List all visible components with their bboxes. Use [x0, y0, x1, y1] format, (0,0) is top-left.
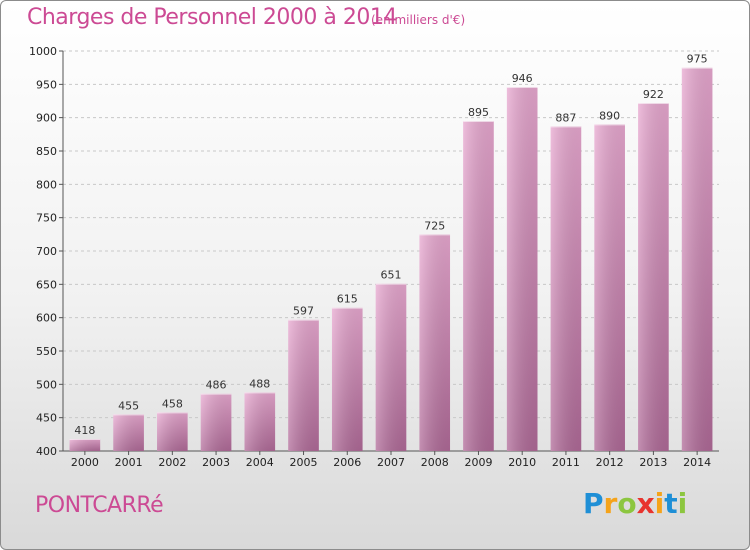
y-tick-label: 800: [36, 178, 57, 191]
data-label: 597: [293, 305, 314, 318]
y-tick-label: 600: [36, 312, 57, 325]
x-tick-label: 2013: [639, 456, 667, 469]
data-label: 975: [687, 53, 708, 66]
x-tick-label: 2001: [115, 456, 143, 469]
bar-shade: [288, 319, 319, 451]
y-tick-label: 450: [36, 412, 57, 425]
x-tick-label: 2000: [71, 456, 99, 469]
bar-shade: [200, 393, 232, 451]
data-label: 922: [643, 88, 664, 101]
x-tick-label: 2003: [202, 456, 230, 469]
y-tick-label: 1000: [29, 45, 57, 58]
x-tick-label: 2006: [333, 456, 361, 469]
data-label: 725: [424, 219, 445, 232]
data-label: 458: [162, 397, 183, 410]
chart-title: Charges de Personnel 2000 à 2014: [27, 5, 397, 30]
y-tick-label: 550: [36, 345, 57, 358]
bar-shade: [113, 414, 144, 451]
x-tick-label: 2008: [421, 456, 449, 469]
x-tick-label: 2012: [596, 456, 624, 469]
y-tick-label: 850: [36, 145, 57, 158]
logo-letter: t: [664, 487, 678, 520]
bar-shade: [681, 67, 713, 452]
y-tick-label: 400: [36, 445, 57, 458]
data-label: 455: [118, 399, 139, 412]
data-label: 615: [337, 293, 358, 306]
logo-letter: P: [583, 487, 604, 520]
bar-shade: [244, 392, 276, 451]
y-tick-label: 500: [36, 378, 57, 391]
bar-shade: [419, 234, 451, 451]
data-label: 488: [249, 377, 270, 390]
y-tick-label: 900: [36, 112, 57, 125]
chart-subtitle: (en milliers d'€): [371, 13, 466, 27]
bar-shade: [157, 412, 188, 451]
data-label: 651: [381, 269, 402, 282]
bar-shade: [550, 126, 582, 451]
y-tick-label: 650: [36, 278, 57, 291]
logo-letter: r: [603, 487, 618, 520]
logo-letter: i: [677, 487, 688, 520]
logo-letter: o: [617, 487, 637, 520]
x-tick-label: 2011: [552, 456, 580, 469]
commune-name: PONTCARRé: [35, 493, 164, 518]
bar-shade: [638, 103, 669, 451]
x-tick-label: 2002: [158, 456, 186, 469]
bar-shade: [331, 307, 363, 451]
logo-letter: x: [636, 487, 655, 520]
y-tick-label: 750: [36, 212, 57, 225]
logo-letter: i: [654, 487, 665, 520]
bar-shade: [594, 124, 625, 451]
data-label: 946: [512, 72, 533, 85]
data-label: 486: [206, 379, 227, 392]
x-tick-label: 2005: [290, 456, 318, 469]
x-tick-label: 2004: [246, 456, 274, 469]
x-tick-label: 2007: [377, 456, 405, 469]
bar-shade: [69, 439, 101, 451]
bar-shade: [463, 121, 494, 451]
bar-shade: [375, 283, 407, 451]
data-label: 895: [468, 106, 489, 119]
proxiti-logo: Proxiti: [583, 487, 687, 520]
x-tick-label: 2010: [508, 456, 536, 469]
y-tick-label: 700: [36, 245, 57, 258]
x-tick-label: 2014: [683, 456, 711, 469]
data-label: 887: [555, 111, 576, 124]
data-label: 890: [599, 109, 620, 122]
y-tick-label: 950: [36, 78, 57, 91]
x-tick-label: 2009: [464, 456, 492, 469]
bar-shade: [506, 87, 538, 451]
data-label: 418: [74, 424, 95, 437]
